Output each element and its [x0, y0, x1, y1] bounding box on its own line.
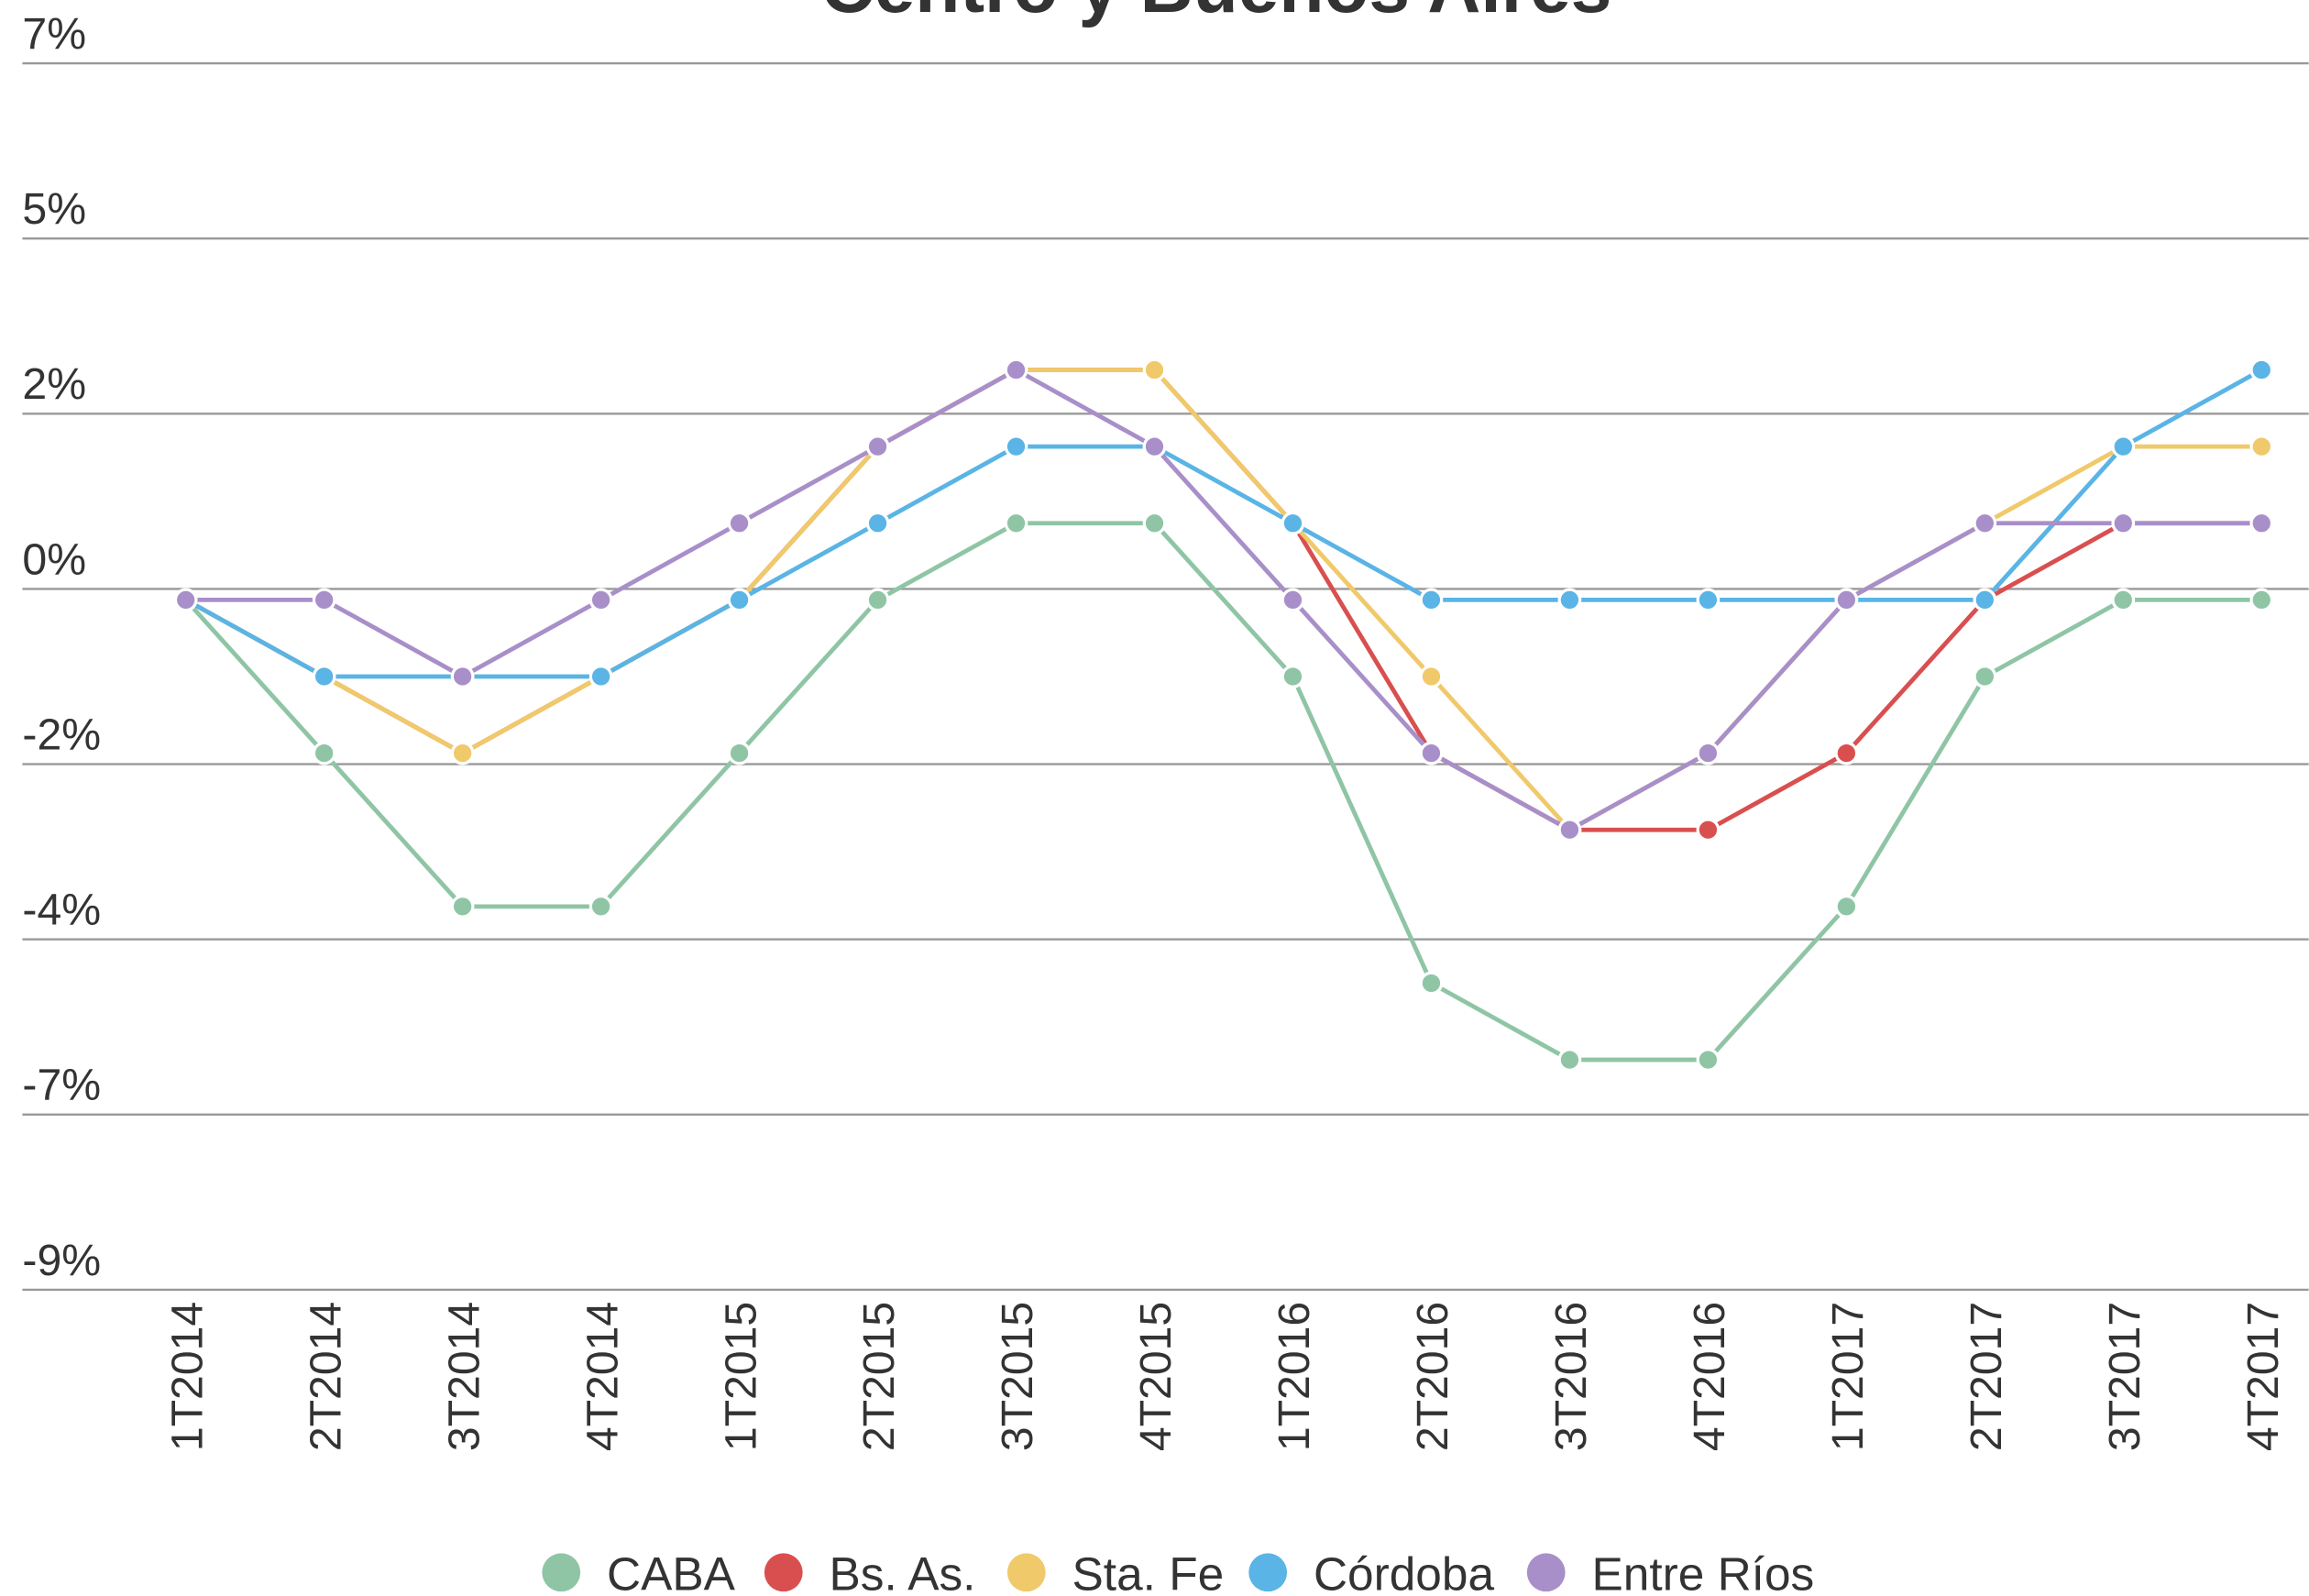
data-point	[1004, 511, 1028, 535]
legend-swatch	[1526, 1553, 1566, 1592]
legend-swatch	[1248, 1553, 1288, 1592]
data-point	[312, 588, 336, 612]
data-point	[1557, 818, 1582, 842]
data-point	[1696, 818, 1721, 842]
data-point	[2249, 358, 2274, 382]
x-tick-label: 4T2017	[2238, 1302, 2288, 1451]
data-point	[1419, 971, 1444, 996]
x-tick-label: 2T2015	[854, 1302, 904, 1451]
series-line	[183, 521, 2262, 1062]
legend-swatch	[1006, 1553, 1046, 1592]
data-point	[1419, 741, 1444, 765]
chart-title: Centro y Buenos Aires	[821, 0, 1612, 28]
data-point	[727, 511, 752, 535]
data-point	[312, 665, 336, 688]
data-point	[727, 741, 752, 765]
data-point	[2111, 588, 2136, 612]
x-tick-label: 4T2016	[1685, 1302, 1734, 1451]
y-tick-label: 0%	[22, 534, 86, 584]
x-tick-label: 2T2016	[1408, 1302, 1457, 1451]
data-point	[727, 588, 752, 612]
data-point	[588, 894, 613, 919]
series-line	[184, 368, 2263, 679]
data-point	[865, 435, 890, 458]
data-point	[1696, 741, 1721, 765]
data-point	[865, 588, 890, 612]
data-point	[1142, 435, 1167, 458]
data-point	[1834, 588, 1859, 612]
y-tick-label: -9%	[22, 1236, 101, 1285]
x-tick-label: 1T2014	[162, 1302, 212, 1451]
data-point	[1973, 588, 1997, 612]
x-tick-label: 2T2017	[1962, 1302, 2011, 1451]
y-tick-label: 2%	[22, 359, 86, 409]
x-tick-label: 1T2015	[716, 1302, 765, 1451]
y-tick-label: -2%	[22, 710, 101, 760]
x-tick-label: 1T2017	[1823, 1302, 1873, 1451]
data-point	[450, 665, 475, 688]
data-point	[1004, 435, 1028, 458]
legend-swatch	[764, 1553, 803, 1592]
x-tick-label: 3T2015	[993, 1302, 1042, 1451]
x-tick-label: 2T2014	[301, 1302, 350, 1451]
data-point	[450, 894, 475, 919]
data-point	[588, 588, 613, 612]
series-line	[185, 367, 2262, 832]
data-point	[865, 511, 890, 535]
data-point	[1557, 1048, 1582, 1072]
data-point	[1281, 665, 1305, 688]
legend-swatch	[542, 1553, 581, 1592]
data-point	[1142, 511, 1167, 535]
x-tick-label: 3T2017	[2100, 1302, 2150, 1451]
legend-label: Sta. Fe	[1072, 1547, 1225, 1596]
legend-label: Bs. As.	[830, 1547, 976, 1596]
data-point	[2249, 435, 2274, 458]
legend-label: CABA	[607, 1547, 736, 1596]
y-tick-label: -4%	[22, 886, 101, 935]
y-tick-label: 7%	[22, 9, 86, 59]
x-tick-label: 3T2014	[439, 1302, 489, 1451]
x-tick-label: 3T2016	[1546, 1302, 1596, 1451]
y-tick-label: -7%	[22, 1061, 101, 1110]
x-tick-label: 4T2015	[1131, 1302, 1181, 1451]
data-point	[2111, 511, 2136, 535]
data-point	[1973, 665, 1997, 688]
data-point	[1973, 511, 1997, 535]
x-tick-label: 1T2016	[1270, 1302, 1319, 1451]
data-point	[1419, 665, 1444, 688]
data-point	[1696, 1048, 1721, 1072]
data-point	[1281, 588, 1305, 612]
data-point	[1696, 588, 1721, 612]
legend-label: Córdoba	[1314, 1547, 1494, 1596]
data-point	[1834, 741, 1859, 765]
data-point	[1419, 588, 1444, 612]
data-point	[2249, 588, 2274, 612]
data-point	[588, 665, 613, 688]
data-point	[2111, 435, 2136, 458]
data-point	[1557, 588, 1582, 612]
data-point	[1004, 358, 1028, 382]
data-point	[173, 588, 198, 612]
y-tick-label: 5%	[22, 184, 86, 234]
data-point	[1142, 358, 1167, 382]
data-point	[450, 741, 475, 765]
data-point	[2249, 511, 2274, 535]
data-point	[1834, 894, 1859, 919]
data-point	[312, 741, 336, 765]
x-tick-label: 4T2014	[577, 1302, 627, 1451]
legend-label: Entre Ríos	[1592, 1547, 1815, 1596]
data-point	[1281, 511, 1305, 535]
